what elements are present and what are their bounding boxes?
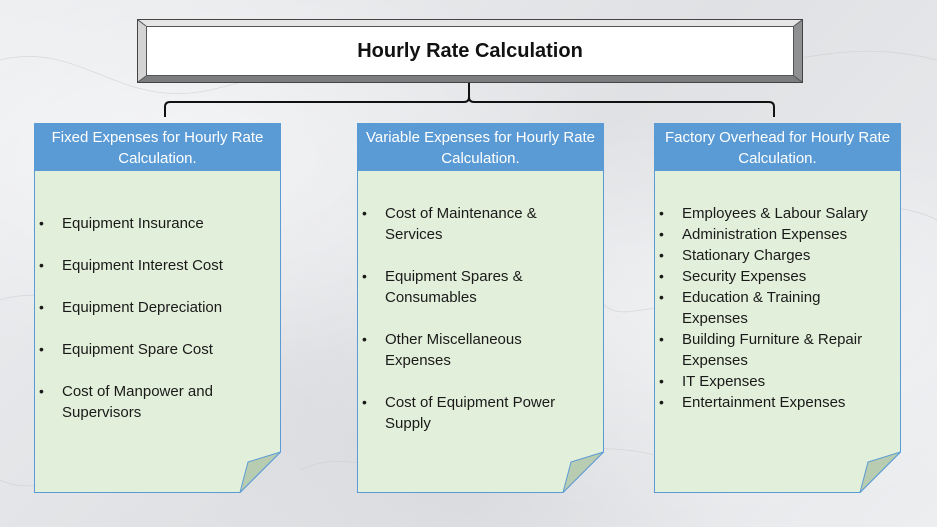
card-factory-overhead: Factory Overhead for Hourly Rate Calcula…	[654, 123, 901, 493]
expense-list: Cost of Maintenance & Services Equipment…	[357, 203, 604, 434]
card-fixed-expenses: Fixed Expenses for Hourly Rate Calculati…	[34, 123, 281, 493]
list-item: Education & Training Expenses	[654, 287, 901, 329]
card-body: Equipment Insurance Equipment Interest C…	[34, 213, 281, 444]
list-item: Entertainment Expenses	[654, 392, 901, 413]
list-item: Other Miscellaneous Expenses	[357, 329, 604, 371]
list-item: Employees & Labour Salary	[654, 203, 901, 224]
list-item: Cost of Maintenance & Services	[357, 203, 604, 245]
expense-list: Equipment Insurance Equipment Interest C…	[34, 213, 281, 423]
card-header: Fixed Expenses for Hourly Rate Calculati…	[35, 124, 280, 171]
list-item: Cost of Equipment Power Supply	[357, 392, 604, 434]
list-item: Administration Expenses	[654, 224, 901, 245]
title-bevel	[138, 20, 802, 82]
list-item: IT Expenses	[654, 371, 901, 392]
expense-list: Employees & Labour Salary Administration…	[654, 203, 901, 413]
card-header: Variable Expenses for Hourly Rate Calcul…	[358, 124, 603, 171]
list-item: Equipment Insurance	[34, 213, 281, 234]
list-item: Building Furniture & Repair Expenses	[654, 329, 901, 371]
card-variable-expenses: Variable Expenses for Hourly Rate Calcul…	[357, 123, 604, 493]
title-box: Hourly Rate Calculation	[137, 19, 803, 83]
list-item: Stationary Charges	[654, 245, 901, 266]
list-item: Equipment Spare Cost	[34, 339, 281, 360]
card-body: Cost of Maintenance & Services Equipment…	[357, 203, 604, 455]
diagram-title: Hourly Rate Calculation	[357, 39, 583, 62]
list-item: Security Expenses	[654, 266, 901, 287]
card-header: Factory Overhead for Hourly Rate Calcula…	[655, 124, 900, 171]
title-panel: Hourly Rate Calculation	[146, 26, 794, 76]
list-item: Equipment Interest Cost	[34, 255, 281, 276]
list-item: Equipment Spares & Consumables	[357, 266, 604, 308]
card-body: Employees & Labour Salary Administration…	[654, 203, 901, 413]
list-item: Cost of Manpower and Supervisors	[34, 381, 281, 423]
list-item: Equipment Depreciation	[34, 297, 281, 318]
connector-bracket	[164, 83, 775, 117]
